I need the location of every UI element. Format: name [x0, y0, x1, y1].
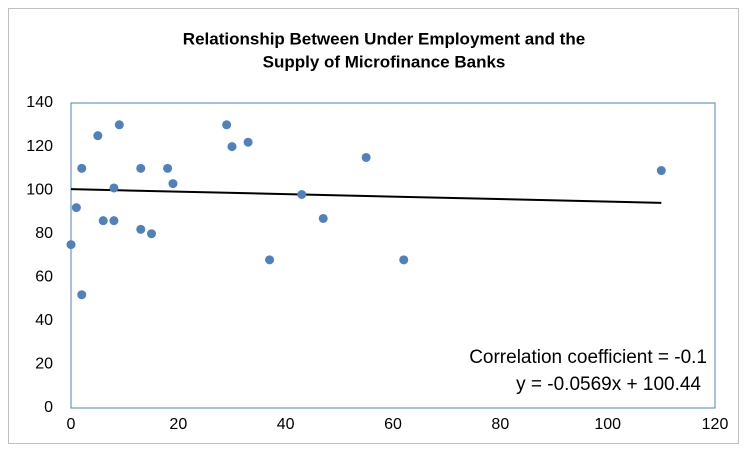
point	[399, 255, 409, 265]
x-tick-label: 40	[277, 416, 295, 433]
x-tick-label: 100	[594, 416, 621, 433]
annotation: Correlation coefficient = -0.1	[469, 347, 707, 368]
x-tick-label: 20	[169, 416, 187, 433]
point	[98, 216, 108, 226]
chart-title: Relationship Between Under Employment an…	[183, 29, 585, 48]
y-tick-label: 20	[35, 356, 53, 373]
point	[77, 163, 87, 173]
point	[163, 163, 173, 173]
point	[656, 166, 666, 176]
point	[243, 137, 253, 147]
point	[66, 240, 76, 250]
point	[77, 290, 87, 300]
point	[109, 183, 119, 193]
point	[93, 131, 103, 141]
chart-border	[8, 8, 739, 444]
point	[136, 224, 146, 234]
point	[147, 229, 156, 239]
x-tick-label: 120	[702, 416, 729, 433]
trendline	[70, 188, 662, 204]
point	[114, 120, 124, 130]
point	[71, 203, 81, 213]
x-tick-label: 0	[67, 416, 76, 433]
point	[297, 190, 307, 199]
annotation: y = -0.0569x + 100.44	[516, 374, 701, 395]
point	[109, 216, 119, 226]
y-tick-label: 60	[35, 269, 53, 286]
plot-area	[70, 102, 716, 409]
y-tick-label: 80	[35, 225, 53, 242]
point	[168, 179, 178, 189]
point	[227, 142, 237, 152]
y-tick-label: 0	[44, 399, 53, 416]
point	[265, 255, 275, 265]
y-tick-label: 40	[35, 312, 53, 329]
point	[318, 213, 328, 223]
chart-title: Supply of Microfinance Banks	[263, 52, 506, 71]
y-tick-label: 140	[26, 94, 53, 111]
y-tick-label: 100	[26, 181, 53, 198]
point	[222, 120, 232, 130]
y-tick-label: 120	[26, 138, 53, 155]
point	[136, 163, 146, 173]
point	[361, 152, 371, 162]
x-tick-label: 80	[491, 416, 509, 433]
x-tick-label: 60	[384, 416, 402, 433]
